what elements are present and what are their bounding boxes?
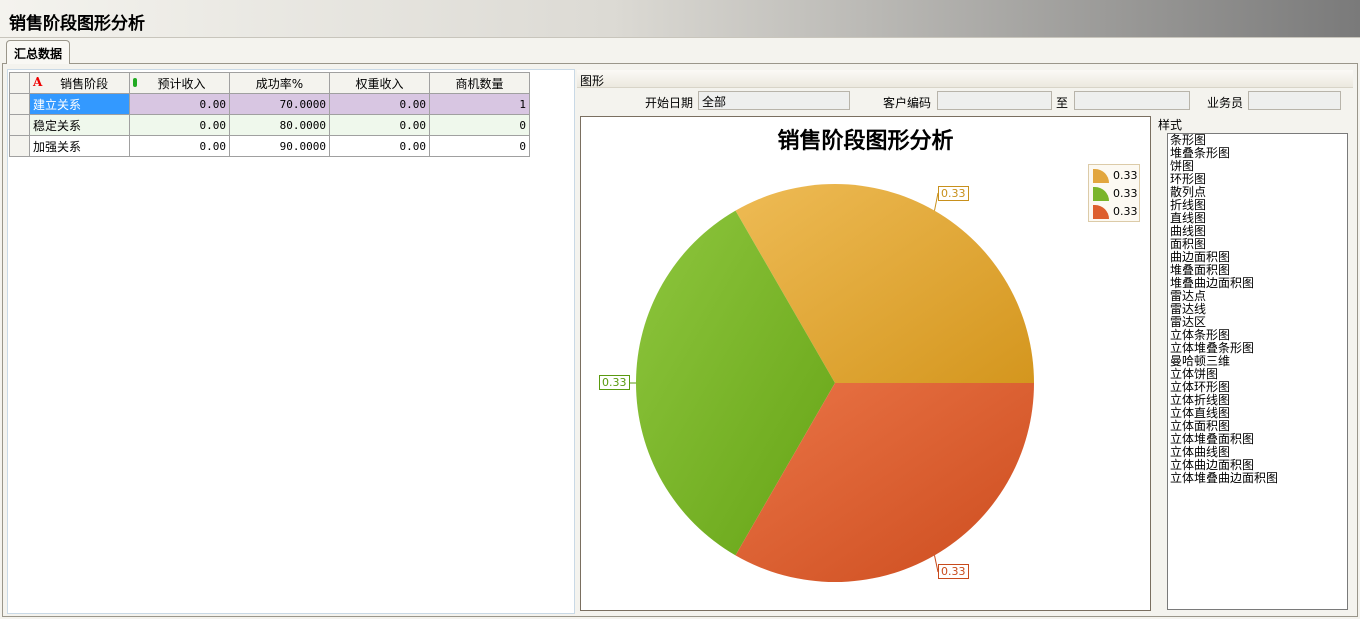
column-header-weighted-income[interactable]: 权重收入 [329, 72, 430, 94]
row-indicator-header [9, 72, 30, 94]
legend-swatch [1093, 204, 1109, 219]
cell[interactable]: 0.00 [329, 135, 430, 157]
start-date-field[interactable]: 全部 [698, 91, 850, 110]
text-type-icon: A [33, 74, 43, 89]
row-indicator[interactable] [9, 93, 30, 115]
style-list-item[interactable]: 折线图 [1170, 198, 1207, 212]
numeric-type-icon [133, 77, 137, 87]
table-row[interactable]: 加强关系 0.00 90.0000 0.00 0 [9, 135, 530, 157]
pie-slice[interactable] [735, 183, 1035, 383]
window-title: 销售阶段图形分析 [9, 14, 145, 34]
pie-svg [627, 183, 1035, 582]
data-label-leader [934, 555, 939, 573]
customer-code-label: 客户编码 [883, 96, 932, 110]
style-list-item[interactable]: 曼哈顿三维 [1170, 354, 1231, 368]
chart-style-list[interactable]: 条形图 堆叠条形图 饼图 环形图 散列点 折线图 直线图 曲线图 面积图 曲边面积图 堆叠面积图 堆叠… [1167, 133, 1348, 610]
chart-title: 销售阶段图形分析 [777, 128, 954, 154]
style-list-item[interactable]: 雷达线 [1170, 302, 1207, 316]
to-label: 至 [1056, 96, 1069, 110]
style-group: 样式 条形图 堆叠条形图 饼图 环形图 散列点 折线图 直线图 曲线图 面积图 曲边面积图 堆叠面积… [1154, 116, 1354, 614]
customer-code-to-field[interactable] [1074, 91, 1190, 110]
style-list-item[interactable]: 堆叠面积图 [1170, 263, 1231, 277]
style-list-item[interactable]: 条形图 [1170, 133, 1207, 147]
cell[interactable]: 80.0000 [229, 114, 330, 136]
legend-label: 0.33 [1113, 169, 1138, 182]
summary-grid-panel: A 销售阶段 预计收入 成功率% 权重收入 商机数量 建立关系 0.00 70.000… [7, 69, 575, 614]
legend-item: 0.33 [1089, 183, 1139, 201]
legend-label: 0.33 [1113, 187, 1138, 200]
table-row[interactable]: 建立关系 0.00 70.0000 0.00 1 [9, 93, 530, 115]
header-label: 销售阶段 [60, 76, 109, 91]
data-label: 0.33 [938, 564, 969, 579]
table-row[interactable]: 稳定关系 0.00 80.0000 0.00 0 [9, 114, 530, 136]
row-indicator[interactable] [9, 114, 30, 136]
style-list-item[interactable]: 立体堆叠曲边面积图 [1170, 471, 1279, 485]
style-list-item[interactable]: 立体饼图 [1170, 367, 1219, 381]
cell[interactable]: 0.00 [129, 93, 230, 115]
style-list-item[interactable]: 立体面积图 [1170, 419, 1231, 433]
group-label: 图形 [580, 74, 605, 88]
legend-label: 0.33 [1113, 205, 1138, 218]
data-label: 0.33 [938, 186, 969, 201]
chart-group-header: 图形 [577, 70, 1353, 88]
style-list-item[interactable]: 立体曲线图 [1170, 445, 1231, 459]
style-list-item[interactable]: 立体堆叠条形图 [1170, 341, 1255, 355]
pie-chart: 销售阶段图形分析 0.33 0.33 0.33 0.33 0.33 0.33 [580, 116, 1151, 611]
start-date-label: 开始日期 [645, 96, 694, 110]
data-label: 0.33 [599, 375, 630, 390]
cell[interactable]: 0.00 [329, 93, 430, 115]
legend-swatch [1093, 186, 1109, 201]
legend-item: 0.33 [1089, 165, 1139, 183]
cell[interactable]: 90.0000 [229, 135, 330, 157]
cell[interactable]: 0.00 [129, 114, 230, 136]
style-label: 样式 [1158, 118, 1183, 132]
cell[interactable]: 0 [429, 135, 530, 157]
pie-slice[interactable] [735, 383, 1035, 582]
legend-swatch [1093, 168, 1109, 183]
customer-code-from-field[interactable] [937, 91, 1052, 110]
salesperson-field[interactable] [1248, 91, 1341, 110]
style-list-item[interactable]: 曲线图 [1170, 224, 1207, 238]
chart-legend: 0.33 0.33 0.33 [1088, 164, 1140, 222]
cell-stage[interactable]: 建立关系 [29, 93, 130, 115]
style-list-item[interactable]: 雷达点 [1170, 289, 1207, 303]
style-list-item[interactable]: 立体堆叠面积图 [1170, 432, 1255, 446]
style-list-item[interactable]: 饼图 [1170, 159, 1195, 173]
style-list-item[interactable]: 雷达区 [1170, 315, 1207, 329]
style-list-item[interactable]: 面积图 [1170, 237, 1207, 251]
style-list-item[interactable]: 环形图 [1170, 172, 1207, 186]
tab-summary[interactable]: 汇总数据 [6, 40, 70, 64]
column-header-stage[interactable]: A 销售阶段 [29, 72, 130, 94]
column-header-success-rate[interactable]: 成功率% [229, 72, 330, 94]
title-bar: 销售阶段图形分析 [0, 0, 1360, 38]
cell[interactable]: 0 [429, 114, 530, 136]
style-list-item[interactable]: 立体条形图 [1170, 328, 1231, 342]
legend-item: 0.33 [1089, 201, 1139, 219]
style-list-item[interactable]: 堆叠条形图 [1170, 146, 1231, 160]
style-list-item[interactable]: 立体折线图 [1170, 393, 1231, 407]
style-list-item[interactable]: 散列点 [1170, 185, 1207, 199]
cell[interactable]: 1 [429, 93, 530, 115]
column-header-opportunity-count[interactable]: 商机数量 [429, 72, 530, 94]
summary-grid: A 销售阶段 预计收入 成功率% 权重收入 商机数量 建立关系 0.00 70.000… [9, 72, 530, 157]
style-list-item[interactable]: 立体环形图 [1170, 380, 1231, 394]
data-label-leader [934, 192, 939, 211]
salesperson-label: 业务员 [1207, 96, 1244, 110]
cell[interactable]: 0.00 [329, 114, 430, 136]
grid-header: A 销售阶段 预计收入 成功率% 权重收入 商机数量 [9, 72, 530, 94]
column-header-expected-income[interactable]: 预计收入 [129, 72, 230, 94]
style-list-item[interactable]: 曲边面积图 [1170, 250, 1231, 264]
style-list-item[interactable]: 直线图 [1170, 211, 1207, 225]
row-indicator[interactable] [9, 135, 30, 157]
style-list-item[interactable]: 立体曲边面积图 [1170, 458, 1255, 472]
header-label: 预计收入 [157, 76, 206, 91]
cell[interactable]: 70.0000 [229, 93, 330, 115]
cell[interactable]: 0.00 [129, 135, 230, 157]
style-list-item[interactable]: 立体直线图 [1170, 406, 1231, 420]
cell-stage[interactable]: 稳定关系 [29, 114, 130, 136]
style-list-item[interactable]: 堆叠曲边面积图 [1170, 276, 1255, 290]
cell-stage[interactable]: 加强关系 [29, 135, 130, 157]
